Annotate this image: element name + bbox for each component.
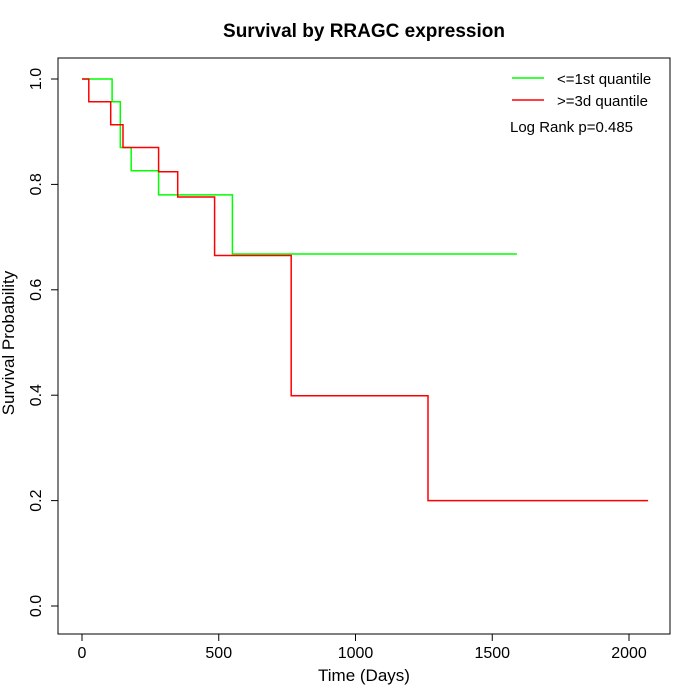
x-tick-label: 500 <box>205 645 232 662</box>
y-tick-label: 1.0 <box>28 68 45 90</box>
x-axis: 0 500 1000 1500 2000 <box>78 633 647 662</box>
x-tick-label: 1500 <box>474 645 510 662</box>
series-line-high <box>82 78 649 502</box>
y-tick-label: 0.0 <box>28 595 45 617</box>
series-layer <box>82 78 649 502</box>
x-tick-label: 1000 <box>338 645 374 662</box>
y-tick-label: 0.4 <box>28 384 45 406</box>
plot-frame <box>57 57 671 635</box>
legend: <=1st quantile >=3d quantile <box>512 71 651 110</box>
y-axis: 0.0 0.2 0.4 0.6 0.8 1.0 <box>28 68 59 617</box>
series-line-low <box>82 78 517 255</box>
y-tick-label: 0.6 <box>28 279 45 301</box>
x-axis-label: Time (Days) <box>318 666 410 685</box>
y-tick-label: 0.2 <box>28 489 45 511</box>
legend-label-high: >=3d quantile <box>557 93 648 110</box>
x-tick-label: 2000 <box>611 645 647 662</box>
legend-label-low: <=1st quantile <box>557 71 651 88</box>
x-tick-label: 0 <box>78 645 87 662</box>
y-tick-label: 0.8 <box>28 173 45 195</box>
chart-title: Survival by RRAGC expression <box>223 21 505 42</box>
y-axis-label: Survival Probability <box>0 270 18 415</box>
logrank-annotation: Log Rank p=0.485 <box>510 119 633 136</box>
